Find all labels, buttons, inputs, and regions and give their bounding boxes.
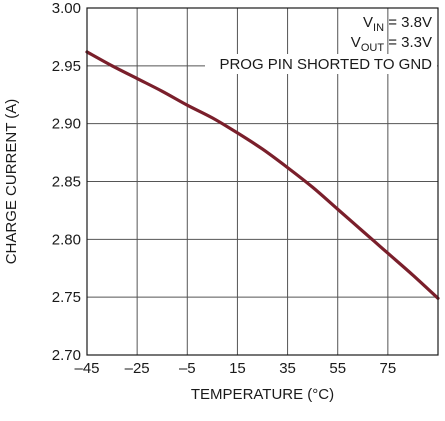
charge-current-line [85, 50, 440, 300]
x-tick-label: 55 [329, 360, 346, 377]
y-tick-label: 2.70 [52, 347, 81, 364]
x-tick-label: 35 [279, 360, 296, 377]
y-tick-label: 2.75 [52, 289, 81, 306]
y-tick-labels: 2.70 2.75 2.80 2.85 2.90 2.95 3.00 [52, 0, 81, 364]
annotation-prog-pin: PROG PIN SHORTED TO GND [219, 56, 432, 73]
y-tick-label: 2.80 [52, 231, 81, 248]
y-axis-label: CHARGE CURRENT (A) [3, 99, 20, 265]
x-tick-labels: –45 –25 –5 15 35 55 75 [74, 360, 396, 377]
y-tick-label: 3.00 [52, 0, 81, 17]
annotation-vout: VOUT = 3.3V [351, 34, 432, 54]
y-tick-label: 2.95 [52, 58, 81, 75]
x-tick-label: –25 [125, 360, 150, 377]
annotation-background [205, 54, 437, 74]
x-axis-label: TEMPERATURE (°C) [191, 386, 334, 403]
series-layer [85, 50, 440, 300]
conditions-annotation: VIN = 3.8V VOUT = 3.3V PROG PIN SHORTED … [205, 14, 437, 74]
x-tick-label: 15 [229, 360, 246, 377]
x-tick-label: –45 [74, 360, 99, 377]
x-tick-label: –5 [179, 360, 196, 377]
annotation-vin: VIN = 3.8V [363, 14, 432, 34]
y-tick-label: 2.85 [52, 174, 81, 191]
plot-frame [86, 7, 439, 356]
y-tick-label: 2.90 [52, 116, 81, 133]
x-tick-label: 75 [380, 360, 397, 377]
